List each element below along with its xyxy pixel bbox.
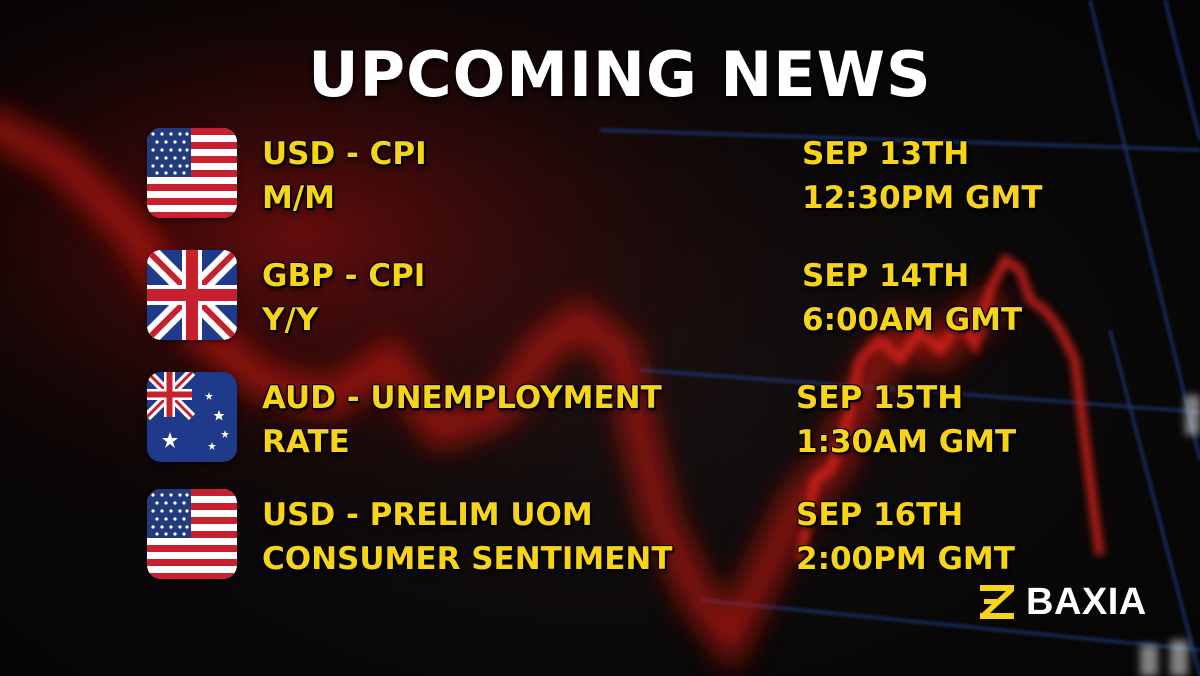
list-item-usd-cpi: USD - CPI M/M SEP 13TH 12:30PM GMT xyxy=(0,128,1200,223)
australia-flag-icon xyxy=(147,372,237,462)
event-time: 6:00AM GMT xyxy=(802,302,1023,338)
event-date: SEP 16TH xyxy=(796,497,964,533)
event-line-2: CONSUMER SENTIMENT xyxy=(262,541,673,577)
event-line-2: RATE xyxy=(262,424,350,460)
usa-flag-icon xyxy=(147,489,237,579)
event-schedule: SEP 14TH 6:00AM GMT xyxy=(802,254,1022,342)
list-item-gbp-cpi: GBP - CPI Y/Y SEP 14TH 6:00AM GMT xyxy=(0,250,1200,345)
event-name: USD - PRELIM UOM CONSUMER SENTIMENT xyxy=(262,493,672,581)
event-line-1: GBP - CPI xyxy=(262,258,426,294)
page-title: UPCOMING NEWS xyxy=(308,38,932,111)
event-name: USD - CPI M/M xyxy=(262,132,427,220)
uk-flag-icon xyxy=(147,250,237,340)
chart-line xyxy=(795,253,1105,561)
event-line-1: AUD - UNEMPLOYMENT xyxy=(262,380,662,416)
event-date: SEP 15TH xyxy=(796,380,964,416)
event-time: 12:30PM GMT xyxy=(802,180,1043,216)
event-line-1: USD - CPI xyxy=(262,136,427,172)
brand-logo: BAXIA xyxy=(978,580,1147,624)
event-date: SEP 14TH xyxy=(802,258,970,294)
event-time: 2:00PM GMT xyxy=(796,541,1015,577)
event-schedule: SEP 16TH 2:00PM GMT xyxy=(796,493,1015,581)
event-line-2: M/M xyxy=(262,180,336,216)
event-name: AUD - UNEMPLOYMENT RATE xyxy=(262,376,662,464)
chart-grid xyxy=(599,0,1200,676)
list-item-aud-unemployment: AUD - UNEMPLOYMENT RATE SEP 15TH 1:30AM … xyxy=(0,372,1200,467)
chart-line-glow xyxy=(0,110,1010,673)
event-date: SEP 13TH xyxy=(802,136,970,172)
usa-flag-icon xyxy=(147,128,237,218)
event-schedule: SEP 15TH 1:30AM GMT xyxy=(796,376,1016,464)
baxia-logo-icon xyxy=(980,585,1014,619)
brand-name: BAXIA xyxy=(1026,580,1147,623)
event-schedule: SEP 13TH 12:30PM GMT xyxy=(802,132,1042,220)
list-item-usd-uom-sentiment: USD - PRELIM UOM CONSUMER SENTIMENT SEP … xyxy=(0,489,1200,584)
event-line-2: Y/Y xyxy=(262,302,319,338)
event-time: 1:30AM GMT xyxy=(796,424,1017,460)
event-line-1: USD - PRELIM UOM xyxy=(262,497,593,533)
chart-digits xyxy=(1140,395,1200,676)
event-name: GBP - CPI Y/Y xyxy=(262,254,425,342)
